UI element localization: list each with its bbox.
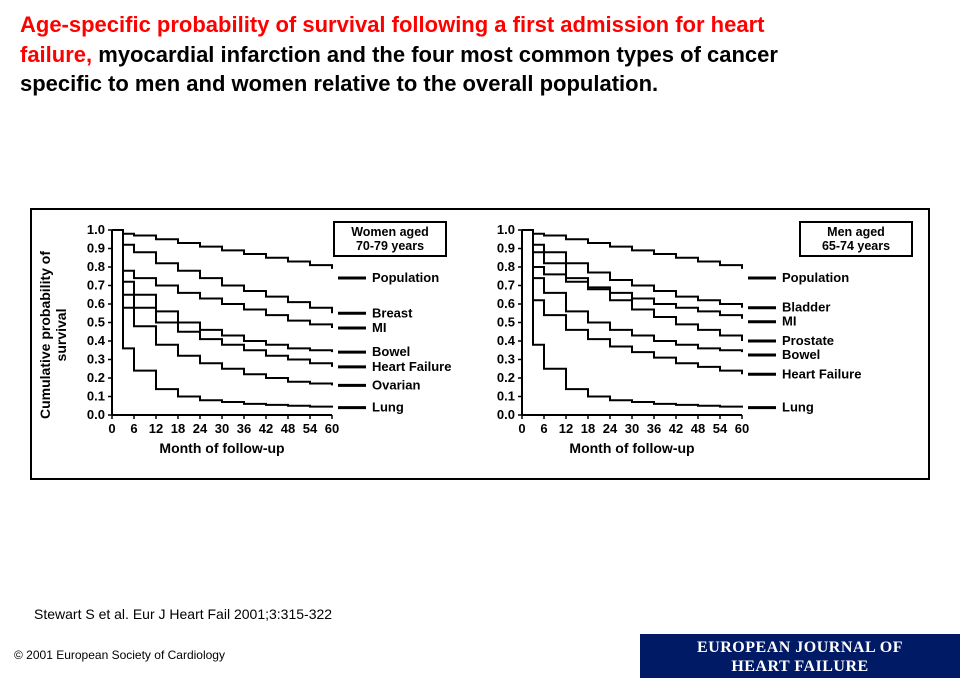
- svg-text:Population: Population: [782, 270, 849, 285]
- journal-line1: EUROPEAN JOURNAL OF: [640, 638, 960, 657]
- svg-text:0.8: 0.8: [497, 259, 515, 274]
- svg-text:60: 60: [325, 421, 339, 436]
- svg-text:Men aged: Men aged: [827, 225, 885, 239]
- svg-text:12: 12: [149, 421, 163, 436]
- svg-text:0.0: 0.0: [87, 407, 105, 422]
- svg-text:Heart Failure: Heart Failure: [782, 366, 861, 381]
- slide: Age-specific probability of survival fol…: [0, 0, 960, 678]
- svg-text:30: 30: [215, 421, 229, 436]
- svg-text:24: 24: [193, 421, 208, 436]
- svg-text:0.1: 0.1: [497, 389, 515, 404]
- svg-text:Cumulative probability of: Cumulative probability of: [37, 251, 53, 419]
- svg-text:1.0: 1.0: [497, 222, 515, 237]
- title-line2b: myocardial infarction and the four most …: [92, 42, 778, 67]
- svg-text:70-79 years: 70-79 years: [356, 239, 424, 253]
- svg-text:MI: MI: [782, 314, 796, 329]
- svg-text:Bladder: Bladder: [782, 300, 830, 315]
- title-line1: Age-specific probability of survival fol…: [20, 12, 764, 37]
- copyright-text: © 2001 European Society of Cardiology: [14, 648, 225, 662]
- svg-text:0.3: 0.3: [87, 352, 105, 367]
- svg-text:0.9: 0.9: [87, 241, 105, 256]
- svg-text:Month of follow-up: Month of follow-up: [569, 440, 694, 456]
- svg-text:0.5: 0.5: [87, 315, 105, 330]
- svg-text:0.2: 0.2: [497, 370, 515, 385]
- citation-text: Stewart S et al. Eur J Heart Fail 2001;3…: [34, 606, 332, 622]
- svg-text:0.8: 0.8: [87, 259, 105, 274]
- svg-text:0.1: 0.1: [87, 389, 105, 404]
- svg-text:54: 54: [303, 421, 318, 436]
- survival-chart: Cumulative probability ofsurvival 0.0 0.1 0…: [30, 208, 930, 480]
- svg-text:0.5: 0.5: [497, 315, 515, 330]
- svg-text:36: 36: [237, 421, 251, 436]
- svg-text:6: 6: [130, 421, 137, 436]
- svg-text:30: 30: [625, 421, 639, 436]
- svg-text:12: 12: [559, 421, 573, 436]
- svg-text:Bowel: Bowel: [782, 347, 820, 362]
- svg-text:18: 18: [171, 421, 185, 436]
- svg-text:0.4: 0.4: [87, 333, 106, 348]
- svg-text:Lung: Lung: [372, 400, 404, 415]
- svg-text:48: 48: [691, 421, 705, 436]
- svg-text:0.2: 0.2: [87, 370, 105, 385]
- svg-text:0: 0: [518, 421, 525, 436]
- svg-text:Bowel: Bowel: [372, 344, 410, 359]
- svg-text:48: 48: [281, 421, 295, 436]
- svg-text:54: 54: [713, 421, 728, 436]
- svg-text:MI: MI: [372, 320, 386, 335]
- svg-text:Heart Failure: Heart Failure: [372, 359, 451, 374]
- title-line3: specific to men and women relative to th…: [20, 71, 658, 96]
- svg-text:Prostate: Prostate: [782, 333, 834, 348]
- svg-text:36: 36: [647, 421, 661, 436]
- svg-text:42: 42: [669, 421, 683, 436]
- slide-title: Age-specific probability of survival fol…: [20, 10, 920, 99]
- svg-text:Month of follow-up: Month of follow-up: [159, 440, 284, 456]
- svg-text:Women aged: Women aged: [351, 225, 429, 239]
- svg-text:0.4: 0.4: [497, 333, 516, 348]
- svg-text:0.7: 0.7: [87, 278, 105, 293]
- svg-text:Breast: Breast: [372, 305, 413, 320]
- svg-text:60: 60: [735, 421, 749, 436]
- svg-text:Lung: Lung: [782, 400, 814, 415]
- svg-text:Population: Population: [372, 270, 439, 285]
- svg-text:42: 42: [259, 421, 273, 436]
- svg-text:65-74 years: 65-74 years: [822, 239, 890, 253]
- journal-line2: HEART FAILURE: [640, 657, 960, 676]
- svg-text:0.6: 0.6: [497, 296, 515, 311]
- svg-text:1.0: 1.0: [87, 222, 105, 237]
- svg-text:Ovarian: Ovarian: [372, 377, 420, 392]
- svg-text:0.3: 0.3: [497, 352, 515, 367]
- svg-text:0.6: 0.6: [87, 296, 105, 311]
- svg-text:0.0: 0.0: [497, 407, 515, 422]
- svg-text:18: 18: [581, 421, 595, 436]
- journal-logo: EUROPEAN JOURNAL OF HEART FAILURE: [640, 634, 960, 678]
- svg-text:0.9: 0.9: [497, 241, 515, 256]
- title-line2a: failure,: [20, 42, 92, 67]
- svg-text:24: 24: [603, 421, 618, 436]
- svg-text:6: 6: [540, 421, 547, 436]
- svg-text:0.7: 0.7: [497, 278, 515, 293]
- svg-text:survival: survival: [53, 309, 69, 362]
- svg-text:0: 0: [108, 421, 115, 436]
